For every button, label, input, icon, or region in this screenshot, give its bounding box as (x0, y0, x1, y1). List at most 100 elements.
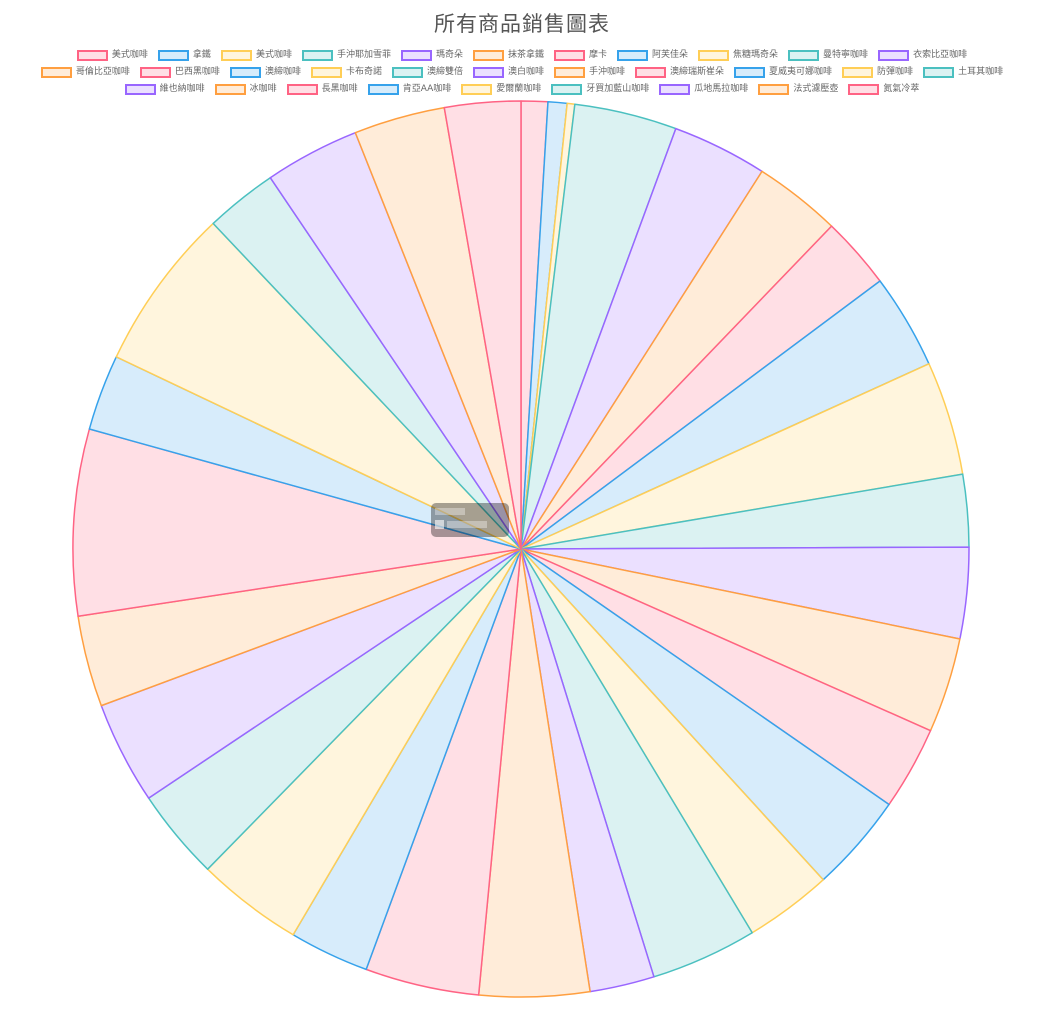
legend-label: 牙買加藍山咖啡 (586, 84, 650, 94)
legend-swatch (842, 67, 874, 78)
pie-slice[interactable] (443, 100, 522, 550)
legend-swatch (788, 50, 820, 61)
legend-item[interactable]: 肯亞AA咖啡 (367, 82, 452, 97)
legend-swatch (124, 84, 156, 95)
legend-label: 土耳其咖啡 (958, 67, 1004, 77)
legend-swatch (229, 67, 261, 78)
legend-label: 摩卡 (589, 50, 608, 60)
legend-item[interactable]: 法式濾壓壺 (758, 82, 838, 97)
legend-item[interactable]: 哥倫比亞咖啡 (40, 65, 130, 80)
legend-item[interactable]: 抹茶拿鐵 (472, 48, 544, 63)
chart-tooltip (431, 503, 509, 537)
legend-item[interactable]: 焦糖瑪奇朵 (698, 48, 778, 63)
legend-label: 夏威夷可娜咖啡 (769, 67, 833, 77)
legend-label: 手沖耶加雪菲 (336, 50, 391, 60)
legend-swatch (617, 50, 649, 61)
legend-item[interactable]: 氮氣冷萃 (848, 82, 919, 97)
legend-swatch (698, 50, 730, 61)
legend-swatch (848, 84, 880, 95)
legend-label: 長黑咖啡 (321, 84, 358, 94)
legend-label: 巴西黑咖啡 (174, 67, 220, 77)
legend-swatch (157, 50, 189, 61)
legend-swatch (635, 67, 667, 78)
legend-label: 拿鐵 (192, 50, 211, 60)
chart-title: 所有商品銷售圖表 (434, 12, 610, 36)
legend-item[interactable]: 美式咖啡 (76, 48, 148, 63)
legend-label: 澳締瑞斯崔朵 (670, 67, 725, 77)
legend-item[interactable]: 手沖耶加雪菲 (301, 48, 391, 63)
legend-label: 衣索比亞咖啡 (913, 50, 968, 60)
pie-slice[interactable] (115, 222, 522, 550)
legend-label: 手沖咖啡 (589, 67, 626, 77)
legend-item[interactable]: 澳締瑞斯崔朵 (635, 65, 724, 80)
legend-swatch (76, 50, 108, 61)
legend-item[interactable]: 摩卡 (554, 48, 607, 63)
legend-swatch (878, 50, 910, 61)
legend-swatch (554, 67, 585, 78)
legend-item[interactable]: 澳締雙倍 (391, 65, 463, 80)
legend-item[interactable]: 卡布奇諾 (310, 65, 382, 80)
legend-swatch (139, 67, 171, 78)
legend-label: 瑪奇朵 (435, 50, 463, 60)
legend-label: 瓜地馬拉咖啡 (694, 84, 749, 94)
legend-item[interactable]: 牙買加藍山咖啡 (551, 82, 649, 97)
legend-label: 澳白咖啡 (507, 67, 544, 77)
legend-item[interactable]: 愛爾蘭咖啡 (461, 82, 541, 97)
legend-swatch (923, 67, 955, 78)
legend-swatch (554, 50, 585, 61)
legend-label: 曼特寧咖啡 (823, 50, 869, 60)
legend-item[interactable]: 巴西黑咖啡 (139, 65, 220, 80)
legend-swatch (391, 67, 423, 78)
legend-swatch (734, 67, 766, 78)
legend-label: 哥倫比亞咖啡 (75, 67, 130, 77)
legend-swatch (461, 84, 493, 95)
legend-swatch (214, 84, 246, 95)
legend-item[interactable]: 衣索比亞咖啡 (878, 48, 967, 63)
legend-item[interactable]: 手沖咖啡 (554, 65, 625, 80)
legend-label: 冰咖啡 (249, 84, 277, 94)
legend-label: 澳締雙倍 (426, 67, 463, 77)
legend-item[interactable]: 曼特寧咖啡 (788, 48, 868, 63)
pie-slice[interactable] (72, 428, 522, 617)
legend-item[interactable]: 防彈咖啡 (842, 65, 913, 80)
legend-item[interactable]: 土耳其咖啡 (923, 65, 1003, 80)
legend-swatch (40, 67, 72, 78)
legend-label: 法式濾壓壺 (793, 84, 839, 94)
legend-item[interactable]: 瓜地馬拉咖啡 (659, 82, 748, 97)
legend-item[interactable]: 夏威夷可娜咖啡 (734, 65, 832, 80)
legend-swatch (301, 50, 333, 61)
legend-label: 美式咖啡 (111, 50, 148, 60)
legend-item[interactable]: 長黑咖啡 (286, 82, 358, 97)
legend-label: 焦糖瑪奇朵 (733, 50, 779, 60)
legend-item[interactable]: 瑪奇朵 (400, 48, 463, 63)
legend-swatch (659, 84, 691, 95)
legend-swatch (310, 67, 342, 78)
legend-item[interactable]: 維也納咖啡 (124, 82, 205, 97)
legend-label: 美式咖啡 (255, 50, 292, 60)
legend-swatch (367, 84, 399, 95)
legend-item[interactable]: 澳白咖啡 (472, 65, 544, 80)
legend-swatch (472, 67, 504, 78)
legend-item[interactable]: 澳締咖啡 (229, 65, 301, 80)
legend-label: 氮氣冷萃 (883, 84, 920, 94)
legend-label: 阿芙佳朵 (652, 50, 689, 60)
legend-label: 肯亞AA咖啡 (402, 84, 452, 94)
legend-item[interactable]: 冰咖啡 (214, 82, 277, 97)
legend-label: 愛爾蘭咖啡 (496, 84, 542, 94)
legend-label: 防彈咖啡 (877, 67, 914, 77)
legend-label: 澳締咖啡 (264, 67, 301, 77)
legend-item[interactable]: 拿鐵 (157, 48, 211, 63)
legend-swatch (551, 84, 583, 95)
legend-item[interactable]: 美式咖啡 (220, 48, 292, 63)
legend-swatch (472, 50, 504, 61)
legend-item[interactable]: 阿芙佳朵 (617, 48, 688, 63)
legend-label: 卡布奇諾 (345, 67, 382, 77)
legend-swatch (286, 84, 318, 95)
legend-label: 抹茶拿鐵 (507, 50, 544, 60)
chart-legend: 美式咖啡 拿鐵 美式咖啡 手沖耶加雪菲 瑪奇朵 抹茶拿鐵 摩卡 阿芙佳朵 焦糖瑪奇朵 曼特寧咖啡 衣… (30, 48, 1014, 97)
legend-swatch (758, 84, 790, 95)
legend-label: 維也納咖啡 (159, 84, 205, 94)
legend-swatch (400, 50, 432, 61)
legend-swatch (220, 50, 252, 61)
